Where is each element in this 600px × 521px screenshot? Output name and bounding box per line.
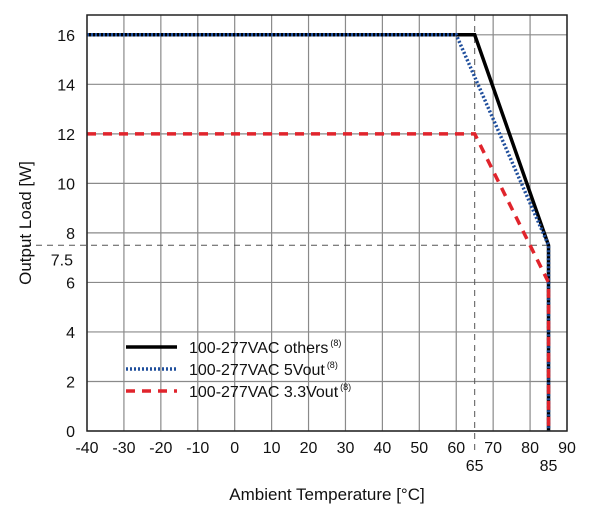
legend-label: 100-277VAC 3.3Vout (8): [189, 382, 351, 401]
x-tick-label: 90: [558, 440, 576, 457]
y-tick-label: 16: [57, 28, 75, 45]
x-tick-label: -40: [75, 440, 98, 457]
legend-superscript: (8): [340, 382, 351, 392]
y-tick-label: 12: [57, 127, 75, 144]
plot-frame: [86, 14, 568, 432]
x-tick-label: -30: [112, 440, 135, 457]
x-tick-label: 0: [230, 440, 239, 457]
y-axis-label: Output Load [W]: [16, 161, 35, 285]
y-extra-label: 7.5: [51, 252, 73, 269]
x-tick-label: -20: [149, 440, 172, 457]
x-tick-label: 30: [337, 440, 355, 457]
x-tick-label: -10: [186, 440, 209, 457]
x-extra-label: 85: [540, 458, 558, 475]
legend-label: 100-277VAC others (8): [189, 338, 341, 357]
legend-superscript: (8): [327, 360, 338, 370]
x-extra-label: 65: [466, 458, 484, 475]
legend-superscript: (8): [330, 338, 341, 348]
y-tick-label: 8: [66, 226, 75, 243]
y-tick-label: 4: [66, 325, 75, 342]
x-tick-label: 10: [263, 440, 281, 457]
series-line-1: [87, 33, 551, 431]
x-tick-label: 20: [300, 440, 318, 457]
x-tick-label: 80: [521, 440, 539, 457]
x-tick-label: 50: [410, 440, 428, 457]
reference-lines: [25, 15, 549, 455]
y-tick-label: 0: [66, 424, 75, 441]
y-tick-label: 6: [66, 275, 75, 292]
x-tick-label: 70: [484, 440, 502, 457]
legend-label: 100-277VAC 5Vout (8): [189, 360, 338, 379]
x-tick-label: 60: [447, 440, 465, 457]
y-tick-label: 14: [57, 77, 75, 94]
y-tick-label: 2: [66, 374, 75, 391]
legend: 100-277VAC others (8) 100-277VAC 5Vout (8) 1…: [126, 338, 351, 401]
tick-labels: -40 -30 -20 -10 0 10 20 30 40 50 60 70 80 90 0 2 4 6 8 10 12…: [51, 28, 576, 475]
x-tick-label: 40: [373, 440, 391, 457]
series-lines: [87, 33, 551, 431]
y-tick-label: 10: [57, 176, 75, 193]
x-axis-label: Ambient Temperature [°C]: [229, 485, 424, 504]
series-line-2: [87, 132, 551, 431]
